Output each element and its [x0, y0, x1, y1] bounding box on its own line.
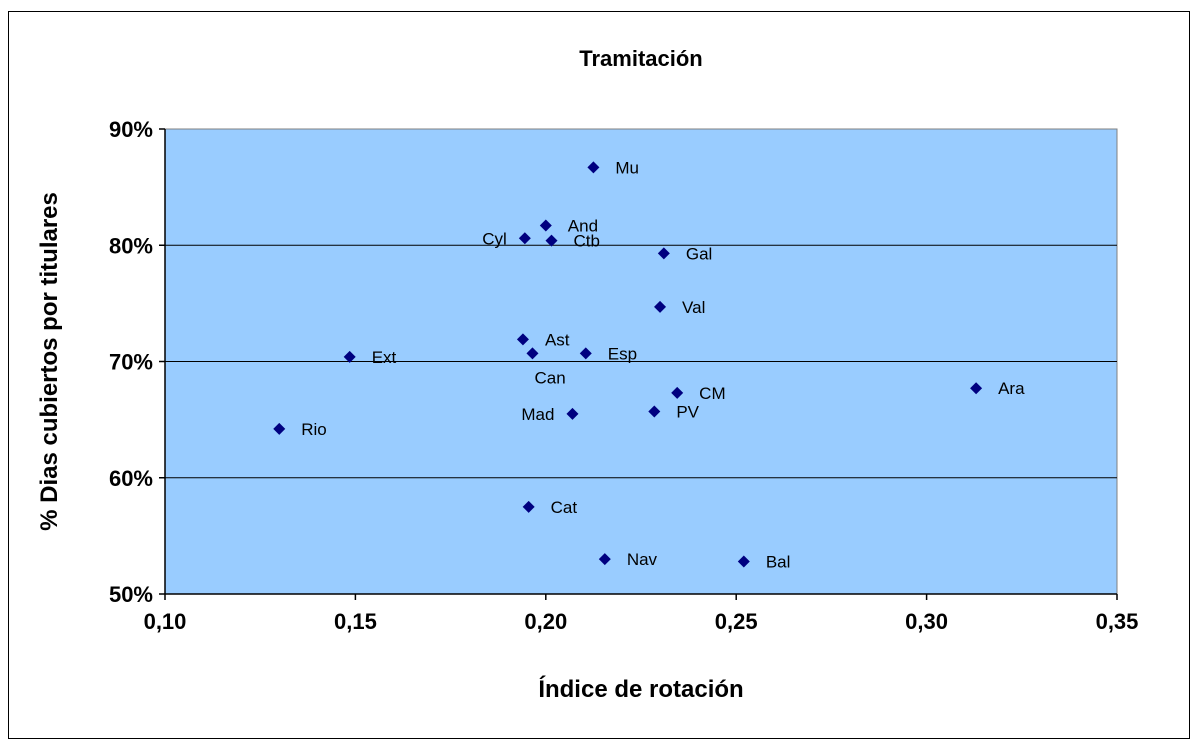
point-label: Ext — [372, 348, 397, 367]
point-label: And — [568, 216, 598, 235]
tick-labels: 50% 60% 70% 80% 90% 0,10 0,15 0,20 0,25 0,30 0,35 — [109, 117, 1138, 634]
gridlines — [165, 244, 1117, 479]
x-tick-label: 0,10 — [144, 609, 187, 634]
data-point-cm — [671, 386, 684, 399]
data-point-bal — [737, 555, 750, 568]
point-label: Gal — [686, 244, 712, 263]
x-tick-label: 0,35 — [1096, 609, 1139, 634]
x-tick-label: 0,30 — [905, 609, 948, 634]
y-tick-label: 70% — [109, 350, 153, 375]
data-point-mad — [566, 407, 579, 420]
point-label: Esp — [608, 344, 637, 363]
data-point-pv — [648, 405, 661, 418]
data-point-and — [539, 219, 552, 232]
data-point-nav — [598, 553, 611, 566]
point-label: Mu — [615, 158, 639, 177]
point-label: Val — [682, 298, 705, 317]
data-point-ast — [516, 333, 529, 346]
point-label: Rio — [301, 420, 327, 439]
data-point-esp — [579, 347, 592, 360]
axes — [159, 128, 1118, 600]
data-point-rio — [273, 422, 286, 435]
point-label: Can — [534, 368, 565, 387]
point-label: Ctb — [574, 232, 600, 251]
point-label: Cat — [551, 498, 578, 517]
point-label: Bal — [766, 552, 791, 571]
x-tick-label: 0,20 — [524, 609, 567, 634]
scatter-chart: Tramitación 50% 60% 70% 80% 90% 0,10 0,15 0,20 0… — [36, 46, 1138, 703]
point-label: Ara — [998, 379, 1025, 398]
point-label: PV — [676, 402, 699, 421]
data-point-cyl — [518, 232, 531, 245]
x-tick-label: 0,15 — [334, 609, 377, 634]
y-tick-label: 80% — [109, 233, 153, 258]
point-label: Cyl — [482, 229, 507, 248]
data-point-ara — [970, 382, 983, 395]
x-axis-title: Índice de rotación — [538, 675, 743, 703]
y-tick-label: 50% — [109, 582, 153, 607]
point-label: CM — [699, 384, 725, 403]
data-point-mu — [587, 161, 600, 174]
chart-frame: Tramitación 50% 60% 70% 80% 90% 0,10 0,15 0,20 0… — [8, 11, 1190, 739]
data-point-gal — [657, 247, 670, 260]
chart-title: Tramitación — [579, 46, 702, 71]
y-axis-title: % Dias cubiertos por titulares — [36, 192, 63, 531]
y-tick-label: 90% — [109, 117, 153, 142]
data-point-cat — [522, 500, 535, 513]
data-point-can — [526, 347, 539, 360]
y-tick-label: 60% — [109, 466, 153, 491]
x-tick-label: 0,25 — [715, 609, 758, 634]
point-label: Mad — [521, 405, 554, 424]
data-point-val — [654, 300, 667, 313]
point-label: Ast — [545, 330, 570, 349]
data-point-ctb — [545, 234, 558, 247]
point-label: Nav — [627, 550, 658, 569]
data-point-ext — [343, 350, 356, 363]
